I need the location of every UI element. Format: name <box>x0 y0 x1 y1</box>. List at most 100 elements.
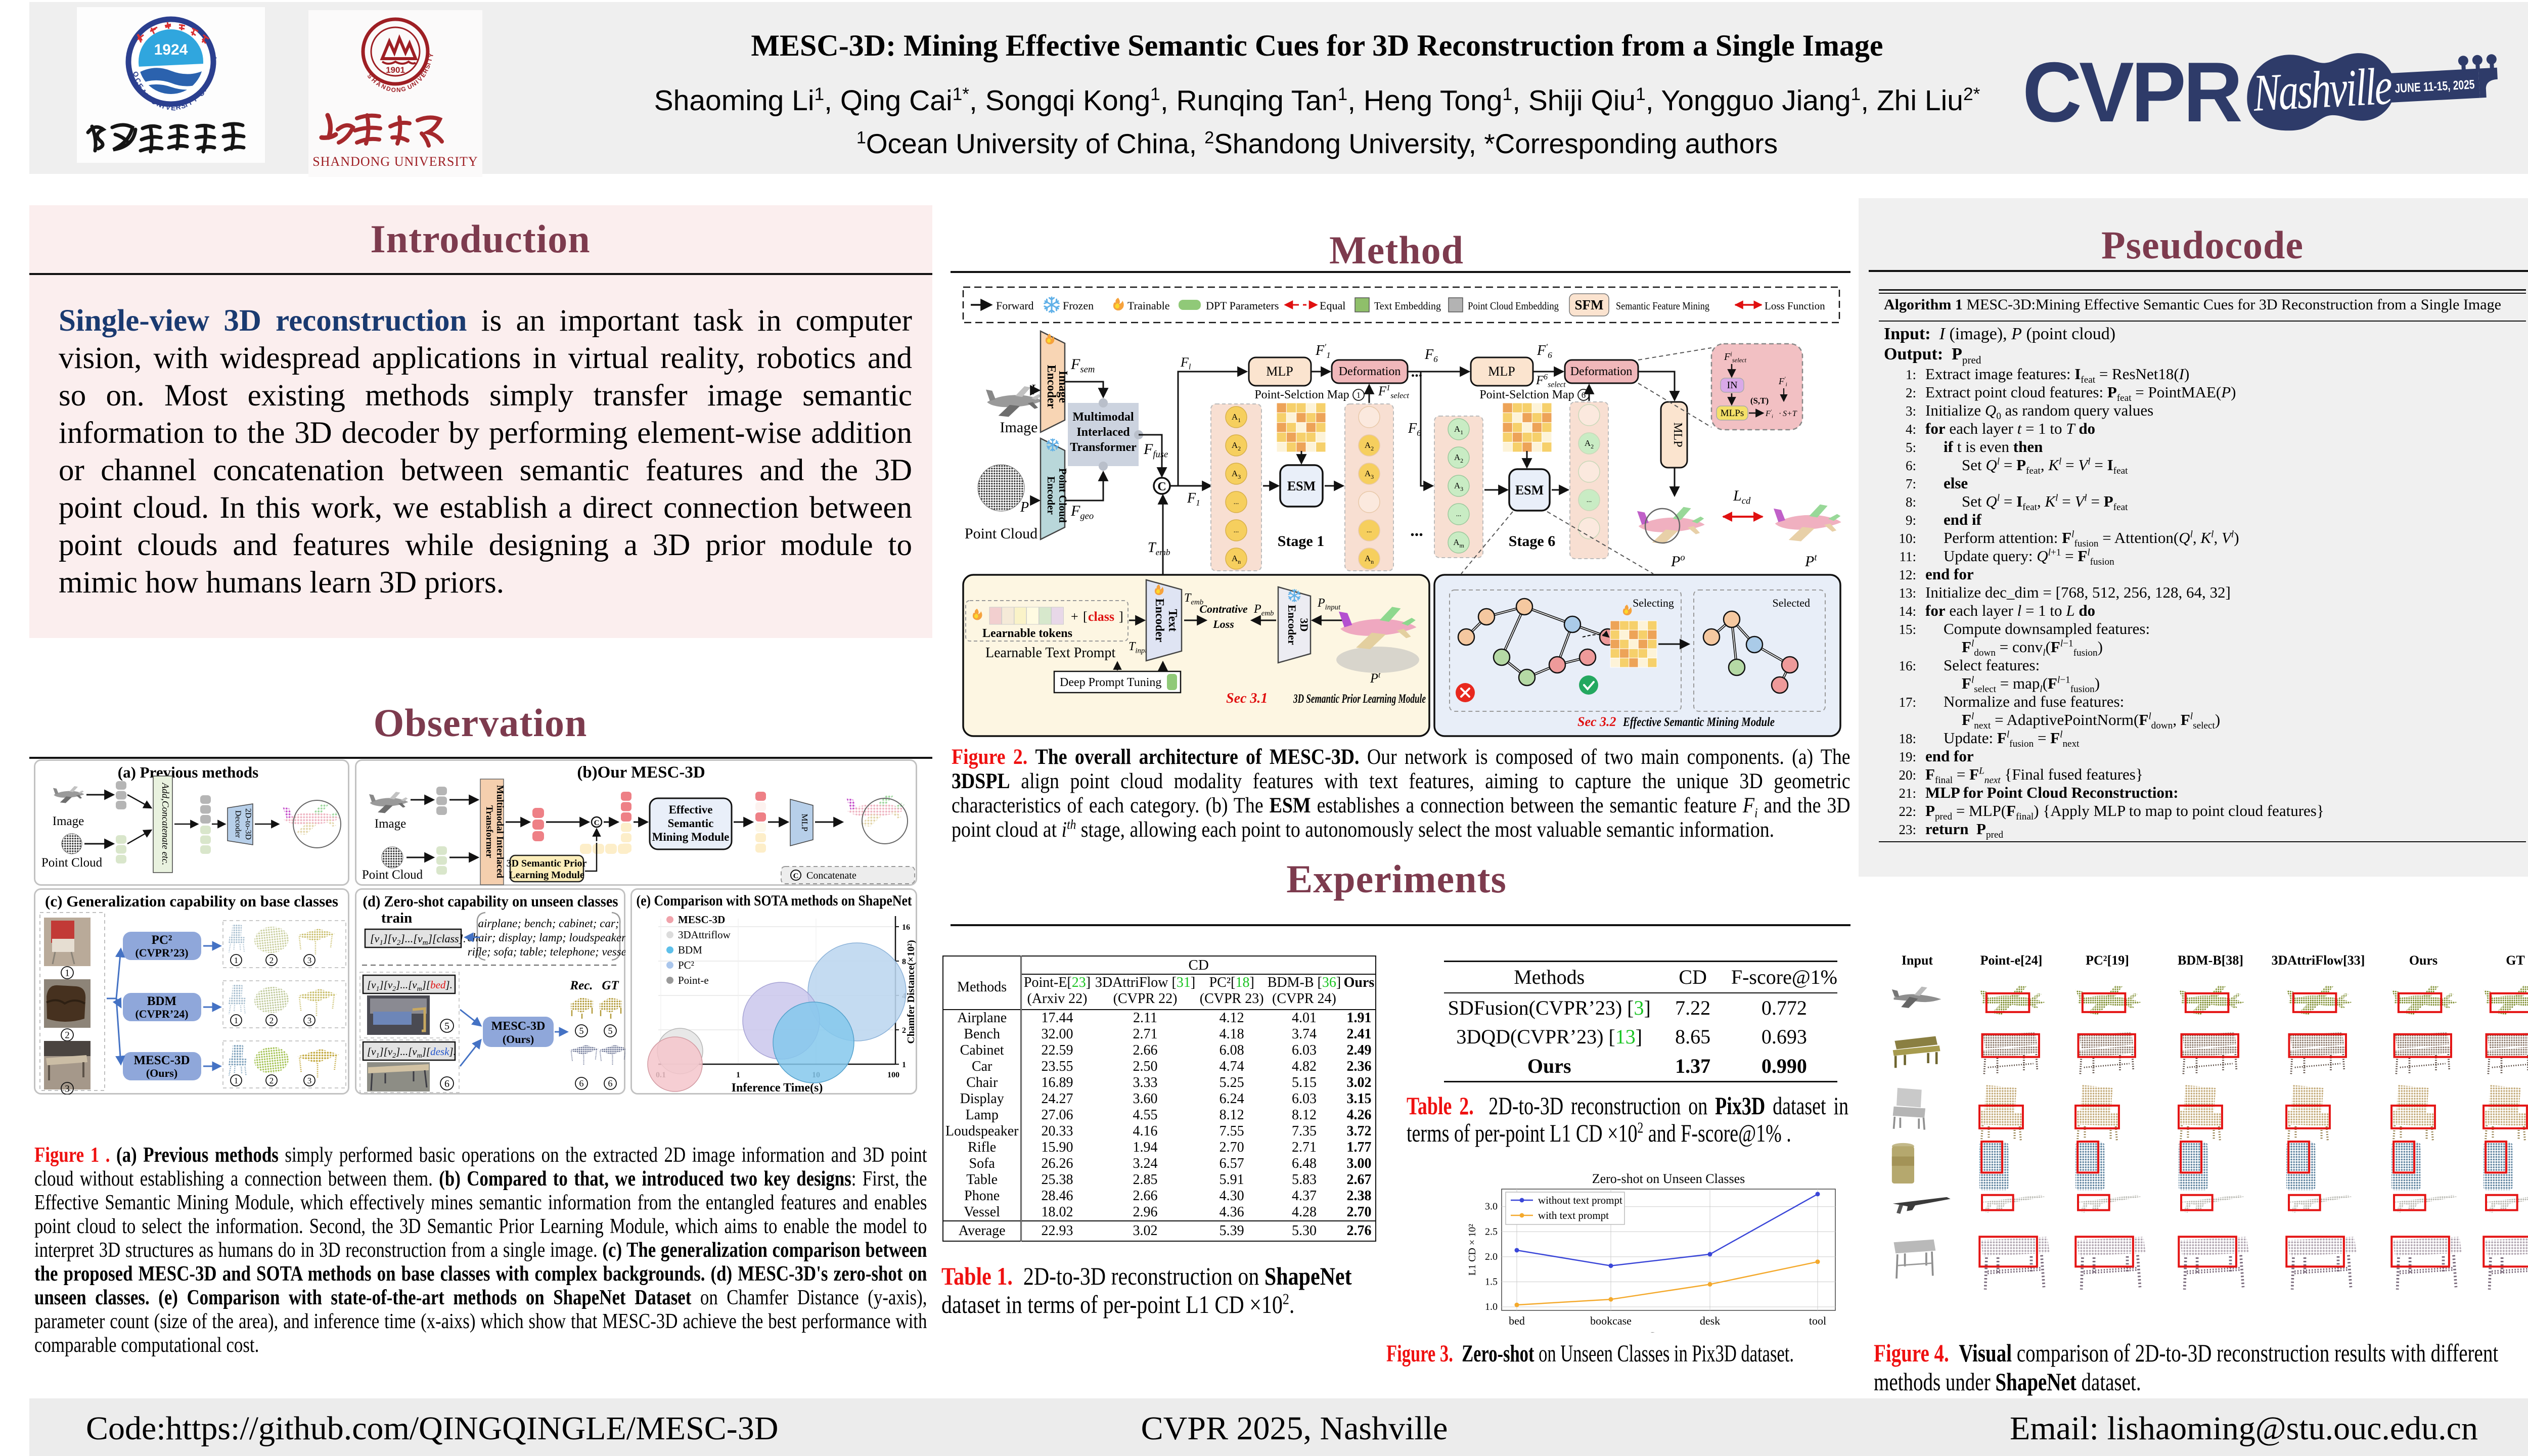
svg-text:+: + <box>1071 609 1078 624</box>
svg-text:Point Cloud: Point Cloud <box>362 868 423 882</box>
svg-text:train: train <box>381 910 412 926</box>
svg-text:A: A <box>209 56 218 63</box>
svg-text:Selected: Selected <box>1772 597 1810 609</box>
svg-text:Deep Prompt Tuning: Deep Prompt Tuning <box>1060 676 1161 689</box>
svg-text:Inference Time(s): Inference Time(s) <box>732 1081 823 1095</box>
svg-text:3D Semantic Prior: 3D Semantic Prior <box>507 858 587 869</box>
svg-text:3: 3 <box>65 1083 70 1094</box>
svg-text:Zero-shot on Unseen Classes: Zero-shot on Unseen Classes <box>1592 1171 1745 1186</box>
svg-text:F6: F6 <box>1408 421 1421 438</box>
svg-text:F6 select: F6 select <box>1536 373 1566 389</box>
svg-text:6: 6 <box>1582 390 1586 400</box>
svg-text:L1 CD × 10²: L1 CD × 10² <box>1467 1224 1478 1276</box>
svg-text:5: 5 <box>579 1026 584 1036</box>
svg-text:Encoder: Encoder <box>1286 605 1298 645</box>
svg-text:Stage 1: Stage 1 <box>1278 533 1325 550</box>
svg-text:2.5: 2.5 <box>1485 1226 1498 1237</box>
svg-text:Point Cloud: Point Cloud <box>41 856 103 870</box>
svg-text:I: I <box>208 68 216 73</box>
svg-text:PC²: PC² <box>152 933 172 947</box>
svg-text:]: ] <box>1119 609 1123 624</box>
svg-text:T: T <box>426 57 433 63</box>
svg-text:bed: bed <box>1509 1314 1525 1327</box>
svg-text:MLPs: MLPs <box>1721 408 1744 419</box>
svg-text:Image: Image <box>53 814 84 828</box>
svg-text:Transformer: Transformer <box>484 805 494 858</box>
svg-text:Point Cloud: Point Cloud <box>965 525 1037 542</box>
svg-text:3D: 3D <box>1298 618 1311 632</box>
svg-text:SFM: SFM <box>1575 297 1604 312</box>
svg-text:16: 16 <box>902 923 910 932</box>
svg-text:Encoder: Encoder <box>1045 365 1058 409</box>
svg-text:Pt: Pt <box>1370 671 1381 686</box>
svg-text:class: class <box>1088 609 1114 624</box>
svg-text:Input: Input <box>1902 953 1933 968</box>
svg-text:I: I <box>184 100 189 108</box>
svg-text:F1 select: F1 select <box>1378 384 1409 400</box>
svg-text:MLP: MLP <box>1671 422 1684 447</box>
svg-text:3D Semantic Prior Learning Mod: 3D Semantic Prior Learning Module <box>1293 692 1426 706</box>
svg-text:rifle; sofa; table; telephone;: rifle; sofa; table; telephone; vessel <box>468 945 625 958</box>
svg-text:(e) Comparison with SOTA metho: (e) Comparison with SOTA methods on Shap… <box>637 892 912 909</box>
svg-text:R: R <box>175 103 181 111</box>
svg-text:with text prompt: with text prompt <box>1538 1209 1609 1221</box>
svg-text:3DAttriflow: 3DAttriflow <box>678 929 731 941</box>
svg-text:Encoder: Encoder <box>1045 476 1057 515</box>
svg-text:CVPR: CVPR <box>2022 44 2241 140</box>
svg-text:Point-Selction Map: Point-Selction Map <box>1254 388 1349 401</box>
svg-text:[v1][v2]...[vm][bed].: [v1][v2]...[vm][bed]. <box>367 979 453 993</box>
svg-text:...: ... <box>1410 521 1423 540</box>
svg-text:Interlaced: Interlaced <box>1076 426 1130 439</box>
svg-text:1: 1 <box>65 968 70 978</box>
svg-text:2: 2 <box>269 956 274 965</box>
svg-text:5: 5 <box>444 1021 449 1032</box>
svg-text:6: 6 <box>608 1078 613 1088</box>
svg-text:3: 3 <box>307 1016 312 1025</box>
svg-text:F6: F6 <box>1424 347 1438 364</box>
svg-text:Semantic: Semantic <box>668 817 714 830</box>
svg-text:DPT Parameters: DPT Parameters <box>1206 299 1279 312</box>
svg-text:E: E <box>171 104 176 112</box>
svg-text:(CVPR’24): (CVPR’24) <box>135 1008 188 1020</box>
svg-text:1901: 1901 <box>386 65 405 75</box>
svg-text:Learnable tokens: Learnable tokens <box>982 627 1072 640</box>
svg-text:Deformation: Deformation <box>1339 365 1401 378</box>
svg-text:S: S <box>180 101 187 110</box>
svg-text:Deformation: Deformation <box>1570 365 1633 378</box>
svg-text:tool: tool <box>1809 1314 1826 1327</box>
svg-text:2.0: 2.0 <box>1485 1251 1498 1262</box>
svg-text:MLP: MLP <box>800 814 809 832</box>
svg-text:1.5: 1.5 <box>1485 1276 1498 1287</box>
svg-text:Fgeo: Fgeo <box>1070 503 1094 522</box>
svg-text:1: 1 <box>902 1061 906 1069</box>
svg-text:3DAttriFlow[33]: 3DAttriFlow[33] <box>2272 953 2365 968</box>
svg-text:6: 6 <box>444 1078 449 1089</box>
svg-text:S+T: S+T <box>1783 410 1797 418</box>
svg-text:Encoder: Encoder <box>1153 599 1166 643</box>
svg-text:Chamfer Distance(×10²): Chamfer Distance(×10²) <box>906 940 917 1043</box>
svg-text:Po: Po <box>1671 553 1685 570</box>
svg-text:without text prompt: without text prompt <box>1538 1194 1622 1206</box>
svg-text:(d) Zero-shot capability on un: (d) Zero-shot capability on unseen class… <box>363 892 618 910</box>
svg-text:Ffuse: Ffuse <box>1143 441 1168 460</box>
svg-text:Category: Category <box>1648 1330 1689 1333</box>
svg-text:GT: GT <box>2506 953 2525 968</box>
svg-text:F1: F1 <box>1187 490 1200 508</box>
svg-text:Semantic Feature Mining: Semantic Feature Mining <box>1616 300 1709 312</box>
svg-text:...: ... <box>1367 527 1372 534</box>
svg-text:1: 1 <box>736 1071 740 1079</box>
svg-text:2: 2 <box>65 1030 70 1040</box>
svg-text:MLP: MLP <box>1266 364 1293 379</box>
svg-text:I: I <box>414 78 420 85</box>
svg-text:SHANDONG UNIVERSITY: SHANDONG UNIVERSITY <box>312 154 478 169</box>
svg-text:100: 100 <box>887 1071 899 1079</box>
svg-text:3: 3 <box>307 956 312 965</box>
svg-text:V: V <box>165 103 171 112</box>
svg-text:chair; display; lamp; loudspea: chair; display; lamp; loudspeaker; <box>467 931 625 944</box>
svg-text:Text: Text <box>1166 609 1179 631</box>
svg-text:bookcase: bookcase <box>1590 1314 1632 1327</box>
svg-text:...: ... <box>1456 511 1462 518</box>
svg-text:I: I <box>425 62 432 66</box>
svg-text:1: 1 <box>234 956 239 965</box>
svg-text:Point Cloud Embedding: Point Cloud Embedding <box>1468 300 1559 312</box>
